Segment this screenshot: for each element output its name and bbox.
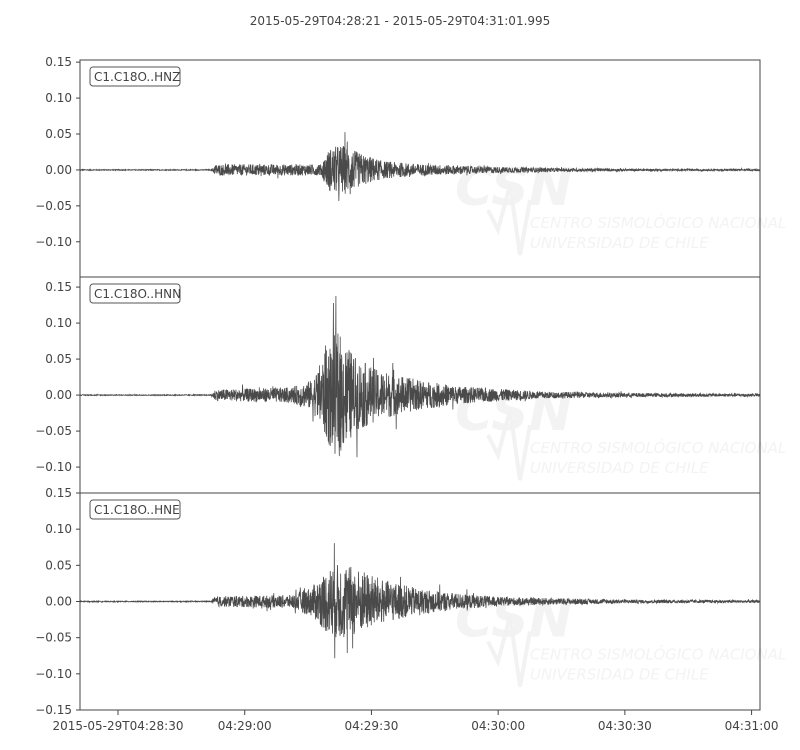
y-tick-label: 0.00	[45, 595, 72, 609]
y-tick-label: 0.00	[45, 163, 72, 177]
y-tick-label: 0.10	[45, 522, 72, 536]
y-tick-label: 0.10	[45, 91, 72, 105]
trace-label-text: C1.C18O..HNN	[94, 287, 181, 301]
x-tick-label: 04:29:30	[344, 719, 398, 733]
y-tick-label: 0.15	[45, 486, 72, 500]
watermark-line2: UNIVERSIDAD DE CHILE	[530, 234, 709, 252]
y-tick-label: −0.10	[35, 667, 72, 681]
trace-label: C1.C18O..HNN	[89, 283, 181, 304]
watermark-line2: UNIVERSIDAD DE CHILE	[530, 459, 709, 477]
watermark-wave-icon	[486, 615, 532, 687]
x-tick-label: 04:31:00	[725, 719, 779, 733]
x-tick-label: 04:30:00	[471, 719, 525, 733]
chart-title: 2015-05-29T04:28:21 - 2015-05-29T04:31:0…	[250, 14, 551, 28]
y-tick-label: −0.05	[35, 631, 72, 645]
y-tick-label: −0.10	[35, 460, 72, 474]
y-tick-label: −0.10	[35, 235, 72, 249]
y-tick-label: 0.15	[45, 280, 72, 294]
watermark-line2: UNIVERSIDAD DE CHILE	[530, 666, 709, 684]
trace-label-text: C1.C18O..HNZ	[94, 70, 180, 84]
watermark-line1: CENTRO SISMOLÓGICO NACIONAL	[530, 645, 786, 664]
y-tick-label: −0.05	[35, 199, 72, 213]
waveform-line	[79, 132, 761, 202]
x-tick-label: 04:29:00	[218, 719, 272, 733]
trace-label: C1.C18O..HNZ	[89, 66, 181, 87]
y-tick-label: 0.00	[45, 388, 72, 402]
trace-label: C1.C18O..HNE	[89, 499, 181, 520]
y-tick-label: −0.05	[35, 424, 72, 438]
y-tick-label: 0.05	[45, 352, 72, 366]
waveform-line	[79, 543, 761, 659]
watermark-wave-icon	[486, 409, 532, 481]
y-tick-label: 0.15	[45, 55, 72, 69]
x-tick-label: 04:30:30	[598, 719, 652, 733]
watermark-line1: CENTRO SISMOLÓGICO NACIONAL	[530, 213, 786, 232]
y-tick-label: −0.15	[35, 703, 72, 717]
watermark-line1: CENTRO SISMOLÓGICO NACIONAL	[530, 438, 786, 457]
x-tick-label: 2015-05-29T04:28:30	[53, 719, 184, 733]
trace-label-box	[89, 66, 181, 87]
x-axis: 2015-05-29T04:28:30 04:29:00 04:29:30 04:30…	[53, 710, 779, 733]
y-tick-label: 0.05	[45, 127, 72, 141]
y-tick-label: 0.05	[45, 558, 72, 572]
waveform-line	[79, 295, 761, 458]
watermark-wave-icon	[486, 184, 532, 256]
y-tick-label: 0.10	[45, 316, 72, 330]
trace-label-box	[89, 283, 181, 304]
trace-label-box	[89, 499, 181, 520]
trace-label-text: C1.C18O..HNE	[94, 503, 180, 517]
